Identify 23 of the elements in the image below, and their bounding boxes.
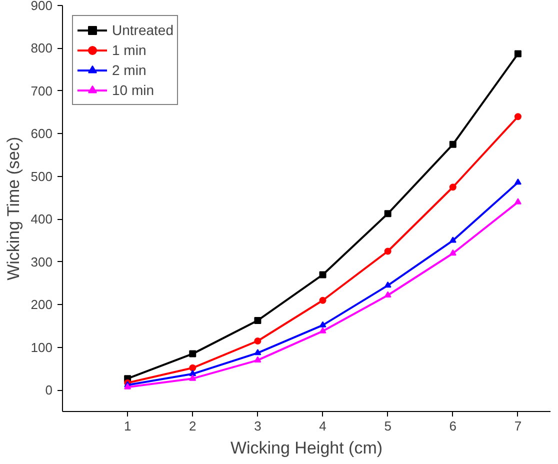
y-tick-label: 0 [45,382,53,398]
y-tick-label: 400 [30,212,53,227]
y-axis-title: Wicking Time (sec) [4,136,23,280]
y-tick-label: 200 [30,297,53,312]
x-tick-label: 5 [384,418,392,434]
y-tick-label: 300 [30,254,53,270]
legend-label: 10 min [112,82,154,98]
y-tick-label: 800 [30,40,53,56]
legend-label: 2 min [112,62,146,78]
x-tick-label: 7 [514,418,522,434]
x-tick-label: 3 [254,418,262,434]
y-tick-label: 700 [30,83,53,98]
y-tick-label: 100 [30,340,53,355]
legend-label: 1 min [112,42,146,58]
x-axis-title: Wicking Height (cm) [230,438,383,458]
x-tick-label: 4 [319,418,326,434]
y-tick-label: 900 [30,0,53,13]
x-tick-label: 6 [449,418,457,434]
y-tick-label: 600 [30,126,53,142]
x-tick-label: 1 [124,418,132,434]
x-tick-label: 2 [189,418,196,434]
legend-label: Untreated [112,22,174,38]
y-tick-label: 500 [30,168,53,184]
